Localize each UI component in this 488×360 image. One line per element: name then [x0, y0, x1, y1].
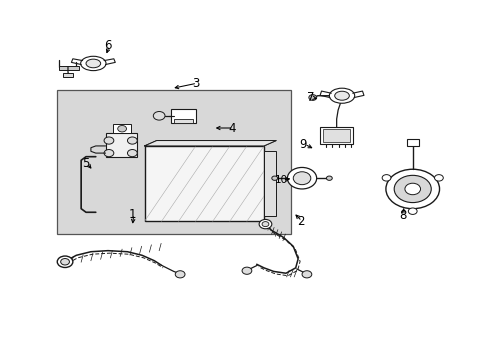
Circle shape: [61, 258, 69, 265]
Text: 3: 3: [192, 77, 199, 90]
Bar: [144, 146, 264, 221]
Circle shape: [57, 256, 73, 267]
Circle shape: [259, 220, 271, 229]
Bar: [105, 134, 137, 157]
Circle shape: [153, 112, 164, 120]
Ellipse shape: [329, 88, 354, 103]
Bar: [323, 130, 349, 142]
Circle shape: [382, 175, 390, 181]
Circle shape: [302, 271, 311, 278]
Circle shape: [287, 167, 316, 189]
Circle shape: [127, 137, 137, 144]
Ellipse shape: [86, 59, 101, 68]
Text: 9: 9: [299, 138, 306, 150]
Circle shape: [271, 176, 277, 180]
Bar: [59, 66, 79, 70]
Bar: [57, 90, 290, 234]
Bar: [63, 73, 73, 77]
Bar: [320, 127, 352, 144]
Polygon shape: [144, 140, 276, 146]
Text: 4: 4: [228, 122, 236, 135]
Bar: [171, 109, 195, 123]
Circle shape: [407, 208, 416, 215]
Circle shape: [104, 137, 114, 144]
Circle shape: [393, 175, 430, 203]
Text: 2: 2: [296, 215, 304, 228]
Circle shape: [434, 175, 443, 181]
Text: 7: 7: [306, 91, 313, 104]
Circle shape: [127, 149, 137, 157]
Circle shape: [175, 271, 184, 278]
Bar: [113, 125, 131, 134]
Circle shape: [293, 172, 310, 185]
Text: 5: 5: [82, 157, 89, 170]
Ellipse shape: [334, 91, 348, 100]
Ellipse shape: [81, 56, 106, 71]
Circle shape: [308, 95, 316, 100]
Bar: [406, 139, 418, 146]
Circle shape: [104, 149, 114, 157]
Bar: [174, 119, 192, 123]
Circle shape: [326, 176, 331, 180]
Circle shape: [262, 222, 268, 226]
Text: 1: 1: [128, 208, 136, 221]
Circle shape: [118, 126, 126, 132]
Circle shape: [242, 267, 251, 274]
Text: 6: 6: [104, 39, 111, 52]
Bar: [264, 151, 276, 216]
Circle shape: [385, 169, 439, 209]
Text: 8: 8: [399, 210, 406, 222]
Text: 10: 10: [274, 175, 287, 185]
Circle shape: [404, 183, 420, 195]
